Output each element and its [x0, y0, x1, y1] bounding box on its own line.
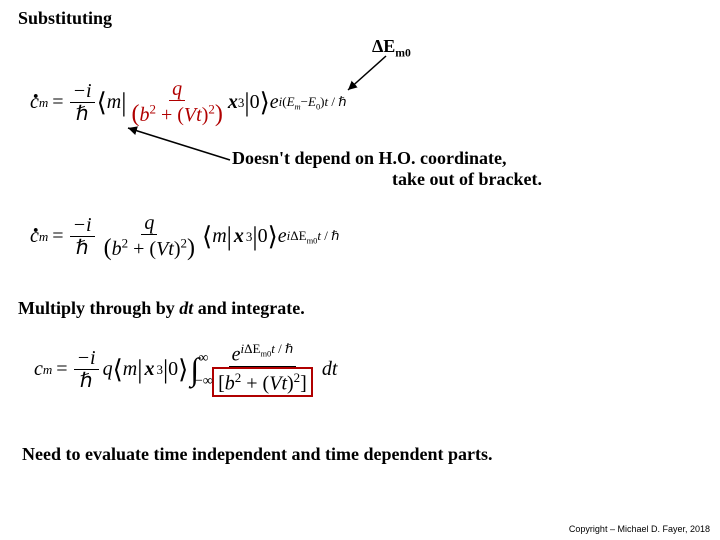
eq3-t: t [332, 358, 338, 381]
delta-e-label: ΔEm0 [372, 36, 411, 60]
equation-2: cm = −i ℏ q (b2 + (Vt)2) ⟨m| x3 |0⟩ eiΔE… [30, 212, 339, 261]
eq3-negi-over-hbar: −i ℏ [74, 347, 99, 392]
eq2-m: m [212, 225, 226, 248]
eq3-d: d [322, 358, 332, 381]
eq2-bra-bar: | [227, 222, 232, 252]
copyright: Copyright – Michael D. Fayer, 2018 [569, 524, 710, 534]
eq1-ket-close: ⟩ [260, 88, 270, 118]
boxed-denominator: [b2 + (Vt)2] [212, 367, 313, 398]
eq3-bra-open: ⟨ [113, 355, 123, 385]
integral-symbol: ∫∞−∞ [190, 351, 199, 388]
multiply-line: Multiply through by dt and integrate. [18, 298, 305, 319]
eq2-ket-close: ⟩ [268, 222, 278, 252]
eq2-bra-open: ⟨ [202, 222, 212, 252]
eq1-bra-bar: | [121, 88, 126, 118]
eq2-equals: = [52, 225, 63, 248]
multiply-prefix: Multiply through by [18, 298, 179, 318]
eq2-e: e [278, 225, 287, 248]
eq1-c-sub: m [39, 95, 48, 111]
equation-3: cm = −i ℏ q ⟨m| x3 |0⟩ ∫∞−∞ eiΔEm0t / ℏ … [34, 342, 337, 397]
eq1-zero: 0 [250, 91, 260, 114]
eq3-integrand-fraction: eiΔEm0t / ℏ [b2 + (Vt)2] [209, 342, 316, 397]
equation-1: cm = −i ℏ ⟨m| q (b2 + (Vt)2) x3 |0⟩ ei(E… [30, 78, 347, 127]
eq3-m: m [123, 358, 137, 381]
heading-substituting: Substituting [18, 8, 702, 29]
eq2-exponent: iΔEm0t / ℏ [287, 228, 340, 246]
eq3-zero: 0 [168, 358, 178, 381]
final-line: Need to evaluate time independent and ti… [22, 444, 493, 465]
annotation-line1: Doesn't depend on H.O. coordinate, [232, 148, 542, 169]
eq1-m: m [107, 91, 121, 114]
eq1-exponent: i(Em−E0)t / ℏ [279, 94, 347, 112]
multiply-suffix: and integrate. [193, 298, 305, 318]
eq1-equals: = [52, 91, 63, 114]
eq1-e: e [270, 91, 279, 114]
eq3-c: c [34, 358, 43, 381]
annotation-block: Doesn't depend on H.O. coordinate, take … [232, 148, 542, 190]
eq1-negi-over-hbar: −i ℏ [70, 80, 95, 125]
eq3-ket-close: ⟩ [178, 355, 188, 385]
eq2-c-sub: m [39, 229, 48, 245]
eq1-red-fraction: q (b2 + (Vt)2) [128, 78, 225, 127]
eq3-bra-bar: | [137, 355, 142, 385]
annotation-line2: take out of bracket. [232, 169, 542, 190]
eq3-equals: = [56, 358, 67, 381]
delta-e-text: ΔE [372, 36, 395, 56]
eq1-cdot: c [30, 91, 39, 114]
eq3-x: x [144, 358, 154, 381]
eq1-x: x [228, 91, 238, 114]
eq3-c-sub: m [43, 362, 52, 378]
eq2-negi-over-hbar: −i ℏ [70, 214, 95, 259]
eq2-zero: 0 [258, 225, 268, 248]
eq1-bra-open: ⟨ [97, 88, 107, 118]
eq2-q-fraction: q (b2 + (Vt)2) [101, 212, 198, 261]
eq2-cdot: c [30, 225, 39, 248]
multiply-dt: dt [179, 298, 193, 318]
delta-e-sub: m0 [395, 47, 411, 60]
eq3-q: q [103, 358, 113, 381]
eq2-x: x [234, 225, 244, 248]
